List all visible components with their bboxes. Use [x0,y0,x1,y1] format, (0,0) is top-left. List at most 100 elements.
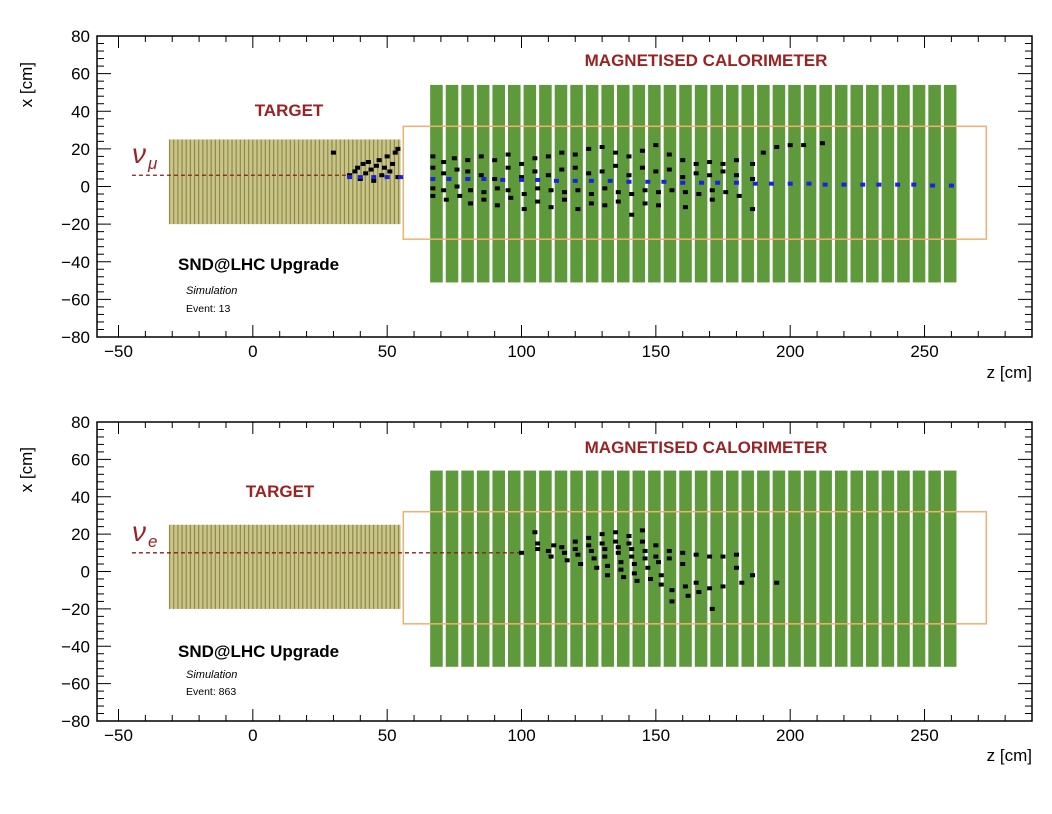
track-point [430,176,436,181]
hit-point [642,556,648,561]
hit-point [481,197,487,202]
x-tick-label: 200 [776,342,804,361]
hit-point [368,167,374,172]
hit-point [696,590,702,595]
hit-point [639,148,645,153]
hit-point [733,565,739,570]
calorimeter-plane [897,470,910,667]
track-point [398,175,404,180]
y-tick-label: −20 [61,215,90,234]
hit-point [626,533,632,538]
hit-point [669,188,675,193]
hit-point [720,554,726,559]
hit-point [564,558,570,563]
hit-point [680,158,686,163]
hit-point [736,193,742,198]
x-axis: −50 0 50 100 150 200 250 [104,422,1006,745]
hit-point [451,156,457,161]
x-axis: −50 0 50 100 150 200 250 [104,36,1006,361]
x-axis-label: z [cm] [987,746,1032,765]
hit-point [634,578,640,583]
track-point [384,175,390,180]
hit-point [548,188,554,193]
hit-point [709,197,715,202]
track-point [347,175,353,180]
y-tick-label: −80 [61,328,90,347]
hit-point [352,169,358,174]
track-point [645,179,651,184]
track-point [860,182,866,187]
calorimeter-plane [834,470,848,667]
hit-point [588,201,594,206]
hit-point [653,554,659,559]
hit-point [613,530,619,535]
hit-point [430,165,436,170]
hit-point [454,167,460,172]
hit-point [519,161,525,166]
target-label: TARGET [255,101,324,120]
hit-point [693,161,699,166]
hit-point [572,539,578,544]
calorimeter-plane [601,470,614,667]
y-tick-label: 40 [71,102,90,121]
hit-point [457,193,463,198]
hit-point [733,158,739,163]
hit-point [599,144,605,149]
hit-point [395,146,401,151]
hit-point [618,567,624,572]
calorimeter-plane [539,84,552,283]
calorimeter-plane [492,470,505,667]
hit-point [505,165,511,170]
hit-point [613,163,619,168]
hit-point [572,165,578,170]
track-point [715,180,721,185]
calorimeter-plane [461,84,474,283]
calorimeter-plane [834,84,848,283]
hit-point [535,547,541,552]
calorimeter-plane [866,470,879,667]
hit-point [586,543,592,548]
hit-point [532,169,538,174]
track-point [446,176,452,181]
calorimeter-plane [632,84,646,283]
y-tick-label: −20 [61,600,90,619]
calorimeter-plane [725,84,739,283]
hit-point [693,171,699,176]
calorimeter-plane [788,470,801,667]
hit-point [578,562,584,567]
hit-point [709,606,715,611]
calorimeter-plane [476,84,490,283]
hit-point [392,150,398,155]
hit-point [602,547,608,552]
hit-point [430,154,436,159]
hit-points [330,141,825,217]
y-tick-label: 20 [71,140,90,159]
hit-point [656,560,662,565]
hit-point [481,190,487,195]
calorimeter-plane [476,470,490,667]
neutrino-flavor: e [148,532,157,551]
calorimeter-plane [430,470,443,667]
hit-point [521,192,527,197]
hit-point [551,543,557,548]
hit-point [492,158,498,163]
hit-point [559,545,565,550]
hit-point [696,192,702,197]
hit-point [548,205,554,210]
calorimeter-plane [585,470,599,667]
y-tick-label: 40 [71,488,90,507]
hit-point [535,186,541,191]
hit-point [387,169,393,174]
hit-point [508,195,514,200]
hit-point [647,576,653,581]
target-layers [168,139,400,225]
hit-point [559,167,565,172]
track-point [911,182,917,187]
target-layers [168,524,400,609]
hit-point [709,188,715,193]
calorimeter-plane [850,84,864,283]
hit-point [575,207,581,212]
hit-point [707,554,713,559]
track-point [680,180,686,185]
track-point [895,182,901,187]
